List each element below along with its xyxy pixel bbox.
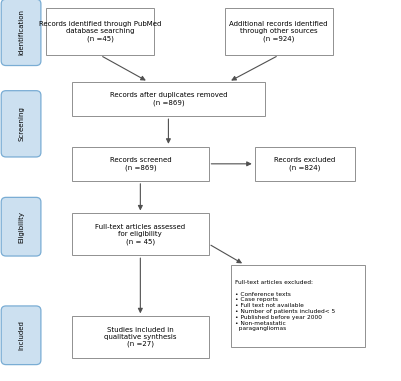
Text: Screening: Screening	[18, 106, 24, 141]
FancyBboxPatch shape	[1, 306, 41, 365]
FancyBboxPatch shape	[225, 8, 333, 55]
FancyBboxPatch shape	[72, 213, 209, 255]
Text: Records after duplicates removed
(n =869): Records after duplicates removed (n =869…	[109, 92, 227, 106]
FancyBboxPatch shape	[72, 316, 209, 358]
FancyBboxPatch shape	[46, 8, 154, 55]
Text: Full-text articles excluded:

• Conference texts
• Case reports
• Full text not : Full-text articles excluded: • Conferenc…	[235, 280, 335, 331]
Text: Records screened
(n =869): Records screened (n =869)	[109, 157, 171, 171]
Text: Eligibility: Eligibility	[18, 211, 24, 243]
Text: Additional records identified
through other sources
(n =924): Additional records identified through ot…	[229, 21, 328, 42]
FancyBboxPatch shape	[72, 82, 265, 116]
FancyBboxPatch shape	[1, 197, 41, 256]
FancyBboxPatch shape	[1, 91, 41, 157]
FancyBboxPatch shape	[1, 0, 41, 66]
FancyBboxPatch shape	[231, 265, 365, 347]
Text: Records identified through PubMed
database searching
(n =45): Records identified through PubMed databa…	[39, 21, 162, 42]
Text: Records excluded
(n =824): Records excluded (n =824)	[274, 157, 335, 171]
Text: Studies included in
qualitative synthesis
(n =27): Studies included in qualitative synthesi…	[104, 327, 176, 347]
Text: Identification: Identification	[18, 10, 24, 55]
FancyBboxPatch shape	[255, 147, 355, 181]
Text: Full-text articles assessed
for eligibility
(n = 45): Full-text articles assessed for eligibil…	[95, 224, 185, 245]
FancyBboxPatch shape	[72, 147, 209, 181]
Text: Included: Included	[18, 320, 24, 350]
